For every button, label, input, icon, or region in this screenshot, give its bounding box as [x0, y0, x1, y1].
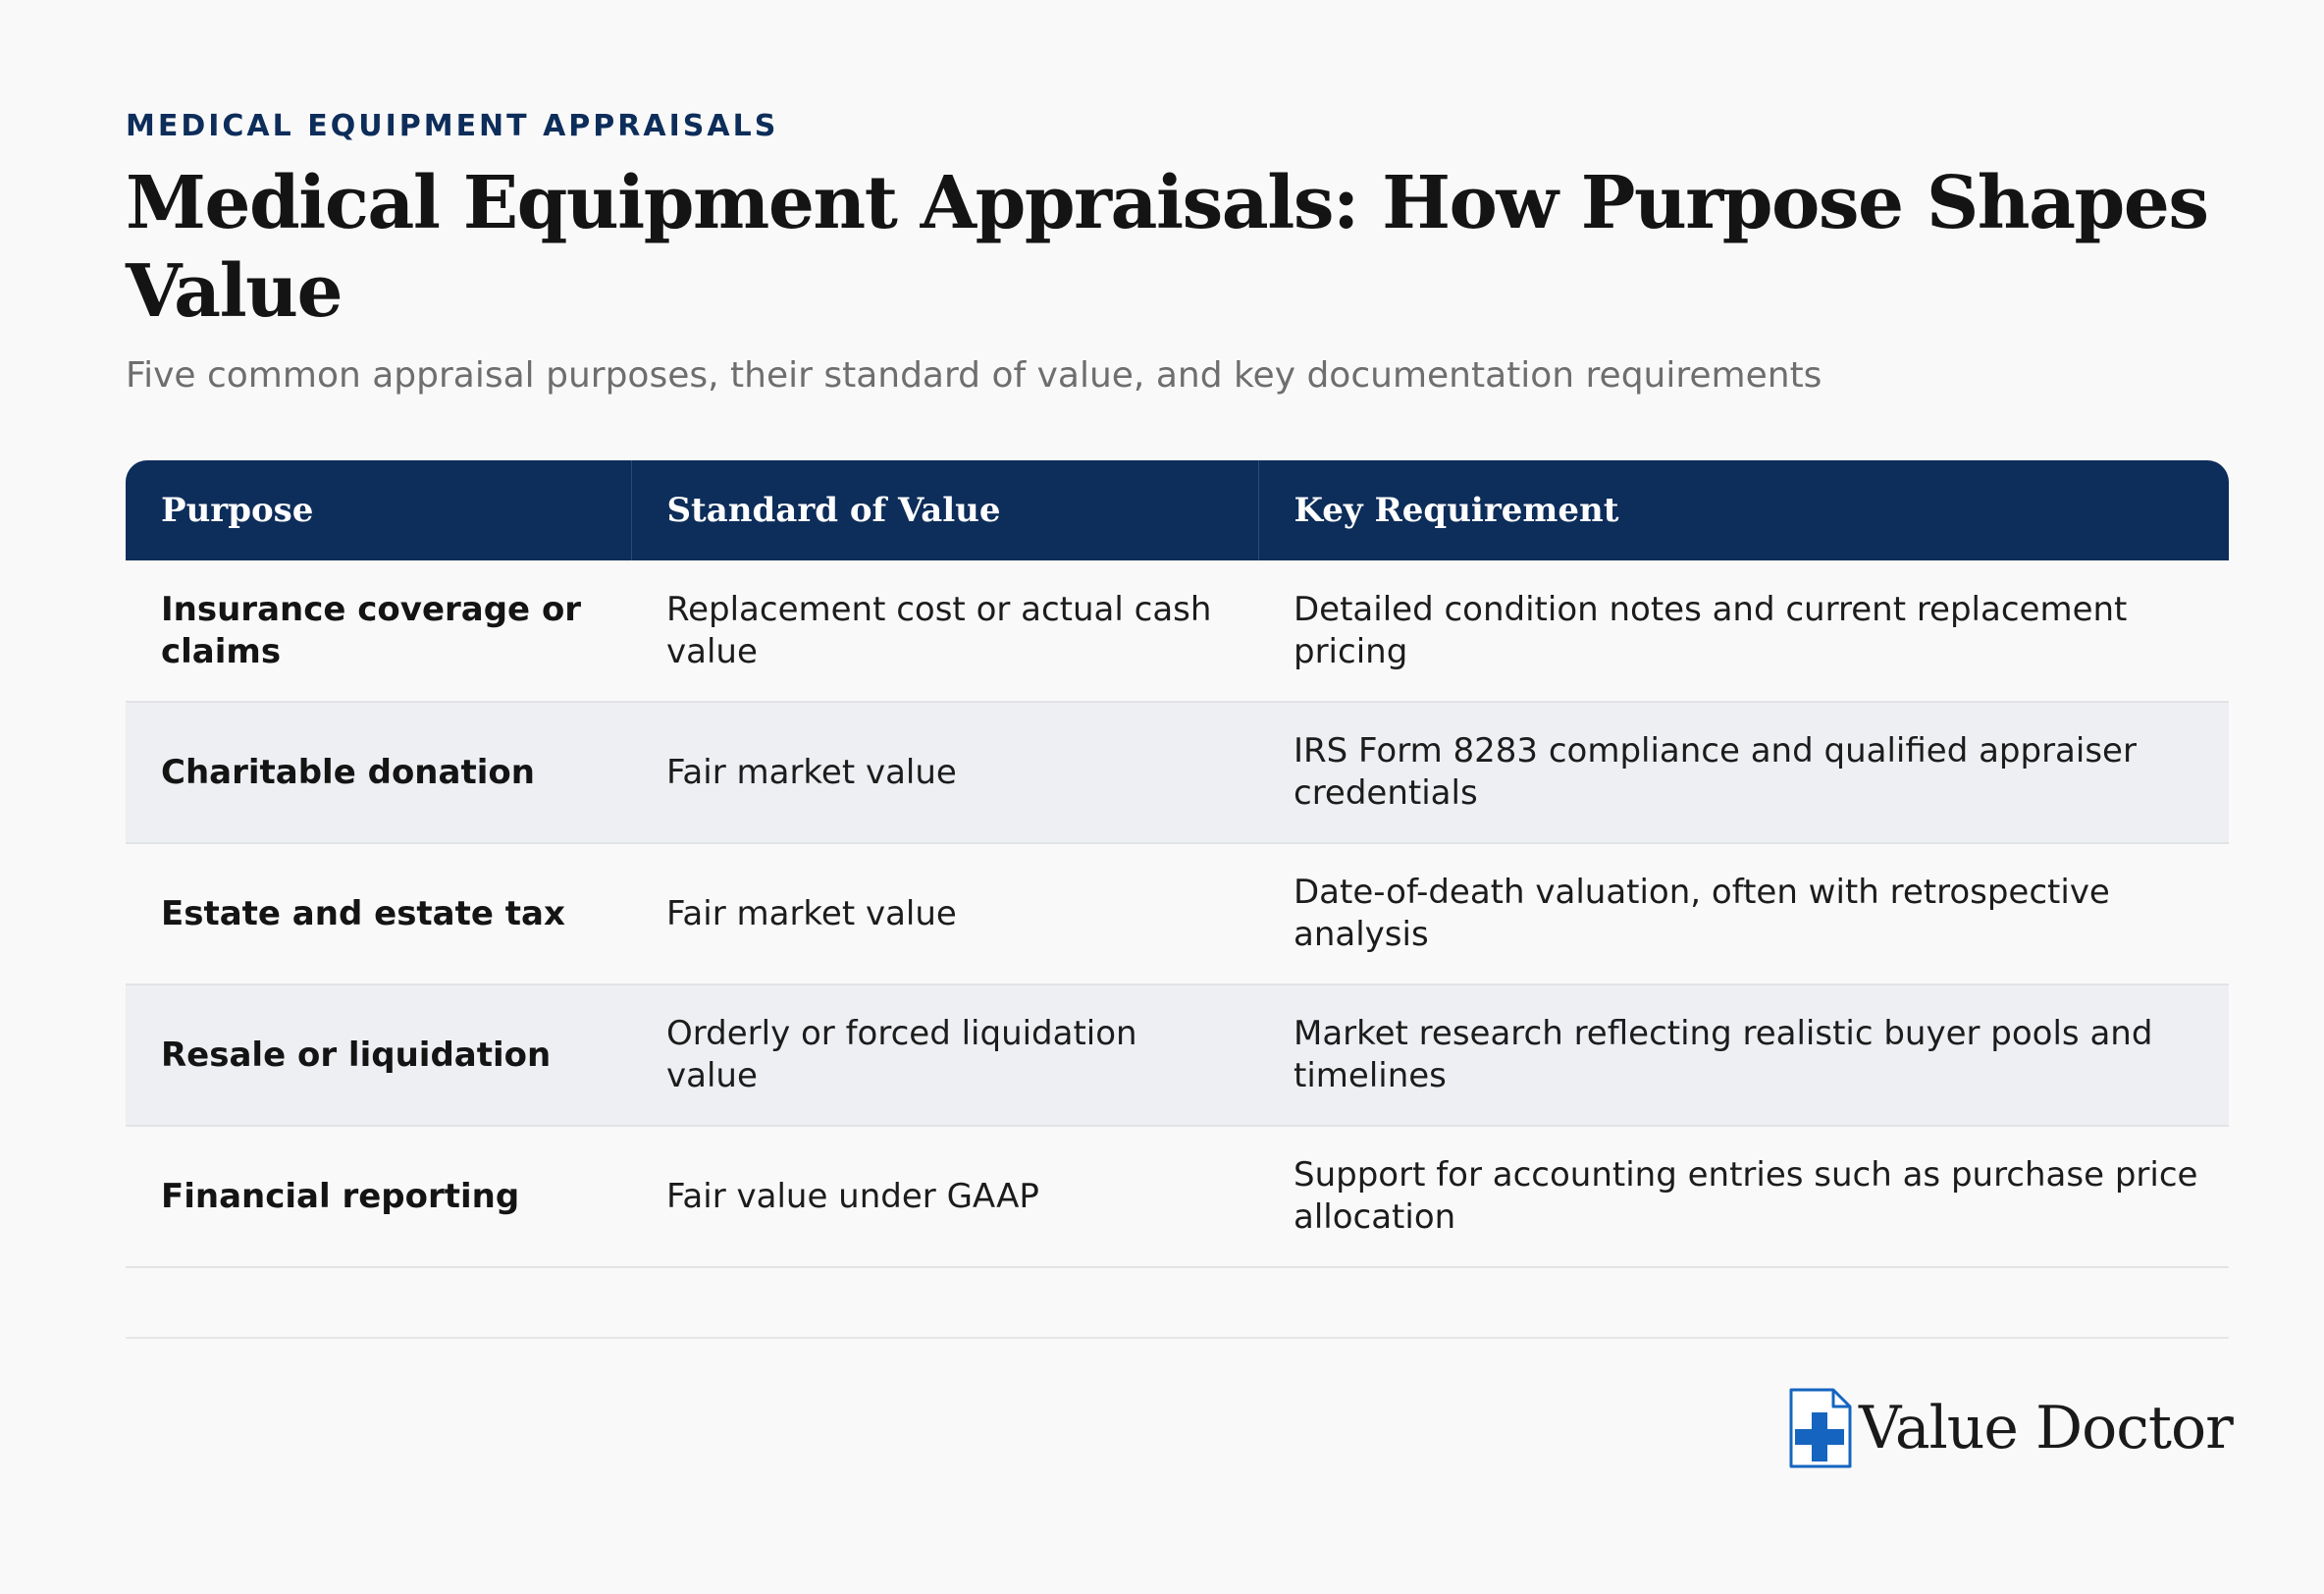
requirement-cell: Support for accounting entries such as p…	[1258, 1126, 2229, 1268]
table-header: Purpose Standard of Value Key Requiremen…	[126, 460, 2229, 560]
requirement-cell: Detailed condition notes and current rep…	[1258, 560, 2229, 703]
standard-cell: Fair value under GAAP	[631, 1126, 1258, 1268]
column-header-purpose: Purpose	[126, 460, 632, 560]
eyebrow-label: MEDICAL EQUIPMENT APPRAISALS	[126, 109, 779, 143]
table-header-row: Purpose Standard of Value Key Requiremen…	[126, 460, 2229, 560]
table-body: Insurance coverage or claims Replacement…	[126, 560, 2229, 1268]
page-subtitle: Five common appraisal purposes, their st…	[126, 355, 1822, 396]
footer-divider	[126, 1337, 2229, 1339]
requirement-cell: Market research reflecting realistic buy…	[1258, 984, 2229, 1127]
table-row: Insurance coverage or claims Replacement…	[126, 560, 2229, 703]
requirement-cell: Date-of-death valuation, often with retr…	[1258, 843, 2229, 985]
standard-cell: Fair market value	[631, 843, 1258, 985]
table-row: Resale or liquidation Orderly or forced …	[126, 984, 2229, 1127]
standard-cell: Orderly or forced liquidation value	[631, 984, 1258, 1127]
table-row: Estate and estate tax Fair market value …	[126, 843, 2229, 985]
standard-cell: Replacement cost or actual cash value	[631, 560, 1258, 703]
purpose-cell: Insurance coverage or claims	[126, 560, 631, 703]
purpose-cell: Charitable donation	[126, 702, 631, 844]
brand-logo: Value Doctor	[1788, 1387, 2234, 1469]
purpose-cell: Resale or liquidation	[126, 984, 631, 1127]
purpose-table: Purpose Standard of Value Key Requiremen…	[126, 460, 2229, 1268]
requirement-cell: IRS Form 8283 compliance and qualified a…	[1258, 702, 2229, 844]
column-header-standard: Standard of Value	[631, 460, 1259, 560]
column-header-requirement: Key Requirement	[1258, 460, 2229, 560]
purpose-table-container: Purpose Standard of Value Key Requiremen…	[126, 460, 2229, 1268]
medical-cross-document-icon	[1789, 1388, 1852, 1468]
standard-cell: Fair market value	[631, 702, 1258, 844]
purpose-cell: Financial reporting	[126, 1126, 631, 1268]
table-row: Charitable donation Fair market value IR…	[126, 702, 2229, 844]
table-row: Financial reporting Fair value under GAA…	[126, 1126, 2229, 1268]
page-title: Medical Equipment Appraisals: How Purpos…	[126, 161, 2209, 334]
brand-name: Value Doctor	[1859, 1394, 2234, 1462]
purpose-cell: Estate and estate tax	[126, 843, 631, 985]
